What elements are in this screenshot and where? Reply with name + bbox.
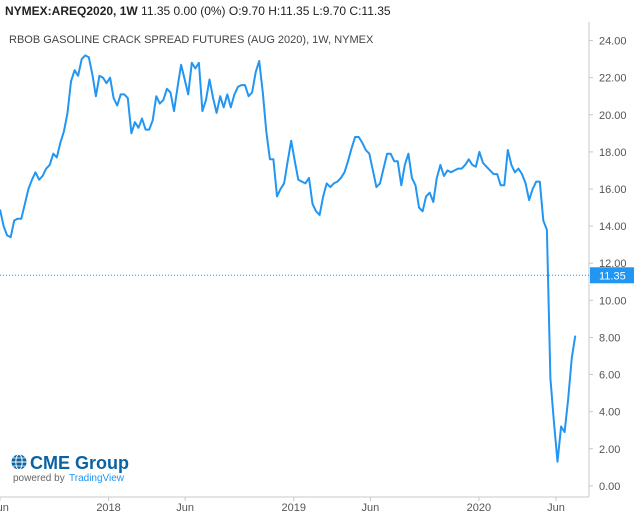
y-tick-label: 16.00	[599, 184, 627, 196]
chart-frame: RBOB GASOLINE CRACK SPREAD FUTURES (AUG …	[0, 22, 640, 519]
price-chart[interactable]: RBOB GASOLINE CRACK SPREAD FUTURES (AUG …	[0, 22, 640, 519]
globe-icon	[11, 454, 27, 470]
symbol-label: NYMEX:AREQ2020, 1W	[5, 4, 138, 18]
y-tick-label: 4.00	[599, 407, 620, 419]
x-tick-label: 2020	[467, 502, 491, 514]
y-tick-label: 0.00	[599, 481, 620, 493]
quote-readout: 11.35 0.00 (0%) O:9.70 H:11.35 L:9.70 C:…	[141, 4, 391, 18]
chart-background	[0, 22, 640, 519]
y-tick-label: 12.00	[599, 258, 627, 270]
chart-title: RBOB GASOLINE CRACK SPREAD FUTURES (AUG …	[9, 34, 374, 46]
y-tick-label: 6.00	[599, 370, 620, 382]
x-tick-label: 2019	[281, 502, 305, 514]
powered-by-text: powered by	[13, 473, 65, 484]
y-tick-label: 20.00	[599, 110, 627, 122]
plot-area: 11.35	[0, 54, 634, 463]
x-tick-label: 2018	[96, 502, 120, 514]
cme-logo-text: CME Group	[30, 453, 129, 473]
x-tick-label: Jun	[361, 502, 379, 514]
y-tick-label: 24.00	[599, 36, 627, 48]
x-tick-label: Jun	[176, 502, 194, 514]
price-series-line	[0, 54, 577, 463]
y-tick-label: 14.00	[599, 221, 627, 233]
cme-logo: CME Group	[11, 453, 129, 473]
y-tick-label: 8.00	[599, 332, 620, 344]
x-axis: Jun 2018 Jun 2019 Jun 2020 Jun	[0, 497, 565, 514]
chart-header: NYMEX:AREQ2020, 1W 11.35 0.00 (0%) O:9.7…	[5, 4, 391, 18]
x-tick-label: Jun	[547, 502, 565, 514]
y-tick-label: 22.00	[599, 73, 627, 85]
y-tick-label: 18.00	[599, 147, 627, 159]
x-tick-label: Jun	[0, 502, 9, 514]
current-price-badge	[590, 267, 634, 284]
tradingview-link[interactable]: TradingView	[69, 473, 125, 484]
y-tick-label: 2.00	[599, 444, 620, 456]
y-tick-label: 10.00	[599, 295, 627, 307]
current-price-label: 11.35	[599, 270, 626, 282]
y-axis: 24.00 22.00 20.00 18.00 16.00 14.00 12.00 10.00…	[589, 36, 627, 493]
